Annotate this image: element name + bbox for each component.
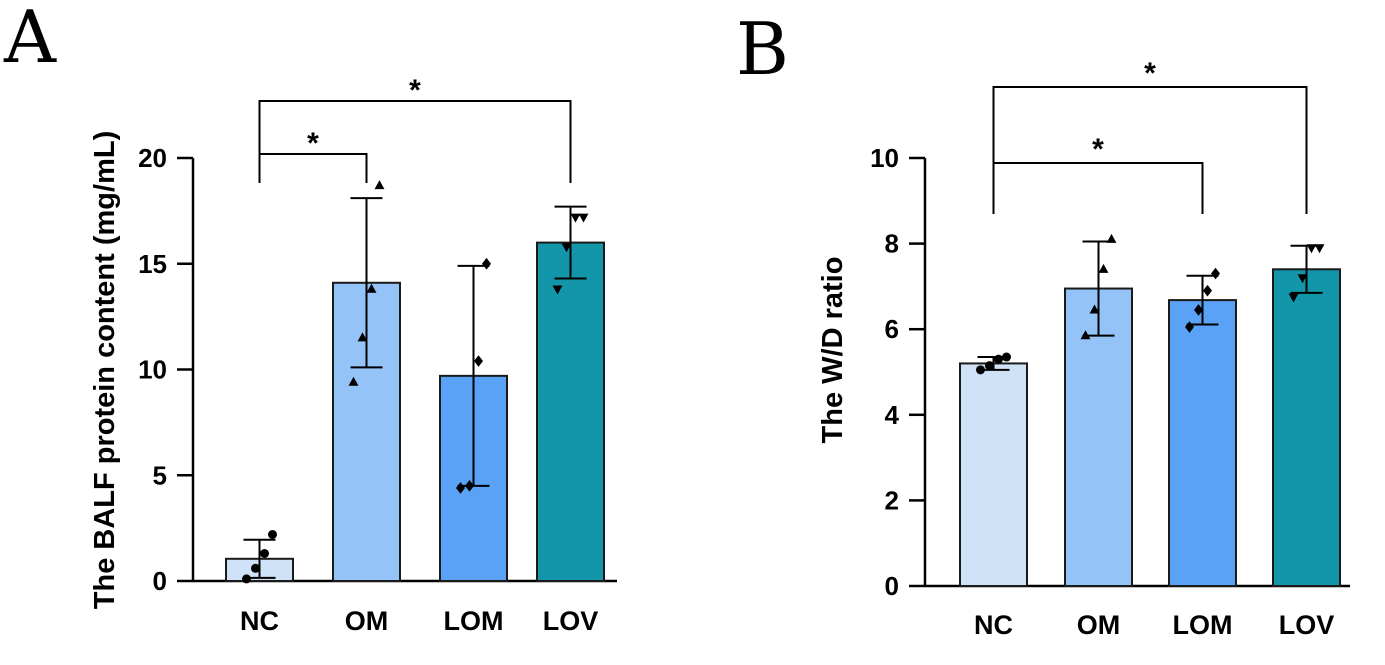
data-point-om (1106, 233, 1117, 243)
panel-a-y-axis-title: The BALF protein content (mg/mL) (89, 131, 121, 609)
y-tick-label: 0 (885, 571, 899, 601)
y-tick-label: 6 (885, 314, 899, 344)
data-point-lom (465, 479, 474, 492)
data-point-om (1098, 263, 1109, 273)
x-category-label: NC (974, 610, 1013, 640)
data-point-lov (570, 213, 581, 223)
data-point-om (357, 332, 368, 342)
x-category-label: OM (345, 606, 389, 636)
data-point-om (1080, 330, 1091, 340)
panel-a: A The BALF protein content (mg/mL) 0 5 10 1… (3, 0, 617, 636)
data-point-om (374, 180, 385, 190)
y-tick-label: 10 (138, 355, 167, 385)
significance-star: * (409, 74, 421, 107)
panel-b: B The W/D ratio 0 2 4 6 8 10 NC OM LOM LOV * * (736, 7, 1350, 640)
significance-bracket (992, 86, 1308, 214)
data-point-lom (1211, 267, 1220, 280)
data-point-lov (578, 213, 589, 223)
data-point-nc (1002, 352, 1011, 362)
data-point-lov (1288, 293, 1299, 303)
bar-om (332, 281, 401, 582)
data-point-lov (561, 243, 572, 253)
bar-nc (959, 362, 1028, 587)
y-tick-label: 5 (153, 460, 167, 490)
y-tick-label: 8 (885, 229, 899, 259)
y-tick-label: 20 (138, 143, 167, 173)
data-point-nc (268, 529, 277, 539)
x-category-label: LOV (543, 606, 599, 636)
panel-a-letter: A (3, 0, 57, 79)
x-category-label: NC (240, 606, 279, 636)
data-point-nc (260, 549, 269, 559)
data-point-nc (251, 563, 260, 573)
significance-star: * (307, 127, 319, 160)
panel-b-letter: B (736, 7, 789, 91)
data-point-om (366, 283, 377, 293)
bar-lom (1168, 299, 1237, 587)
data-point-lov (1306, 244, 1317, 254)
significance-bracket (992, 162, 1204, 214)
data-point-lom (474, 355, 483, 367)
y-tick-label: 10 (870, 143, 899, 173)
significance-bracket (258, 100, 572, 183)
data-point-lov (1314, 244, 1325, 254)
x-category-label: LOM (1173, 610, 1233, 640)
significance-star: * (1092, 133, 1104, 166)
data-point-lom (1185, 321, 1194, 333)
data-point-nc (985, 361, 994, 371)
x-category-label: LOV (1279, 610, 1335, 640)
data-point-nc (976, 365, 985, 375)
y-tick-label: 15 (138, 249, 167, 279)
data-point-om (1089, 304, 1100, 314)
significance-star: * (1144, 57, 1156, 90)
x-category-label: OM (1077, 610, 1121, 640)
panel-b-y-axis-title: The W/D ratio (817, 257, 849, 444)
data-point-nc (242, 574, 251, 584)
bar-lov (1272, 268, 1341, 587)
data-point-lom (482, 257, 491, 270)
y-tick-label: 2 (885, 485, 899, 515)
data-point-lov (1297, 274, 1308, 284)
data-point-lov (552, 285, 563, 295)
x-category-label: LOM (444, 606, 504, 636)
data-point-lom (1194, 304, 1203, 316)
bar-lov (536, 241, 605, 582)
data-point-om (348, 376, 359, 386)
data-point-lom (1203, 284, 1212, 297)
y-tick-label: 4 (885, 400, 900, 430)
bar-om (1064, 287, 1133, 587)
data-point-lom (456, 482, 465, 494)
data-point-nc (994, 354, 1003, 364)
y-tick-label: 0 (153, 566, 167, 596)
